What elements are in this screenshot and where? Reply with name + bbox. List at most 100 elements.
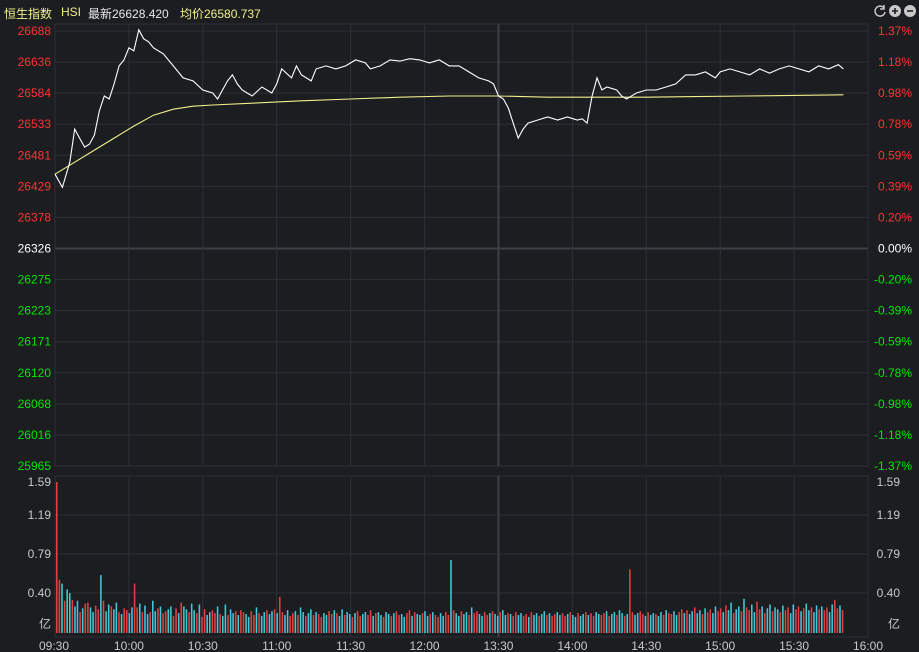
index-name: 恒生指数 [4, 7, 53, 21]
volume-bar [771, 611, 774, 633]
volume-bar [688, 614, 691, 633]
volume-bar [266, 610, 268, 633]
latest-price: 最新26628.420 [88, 7, 169, 21]
volume-tick-left: 1.19 [28, 508, 52, 522]
volume-bar [774, 607, 776, 633]
volume-bar [470, 607, 473, 633]
volume-bar [416, 614, 419, 633]
chart-header: 恒生指数 HSI 最新26628.420 均价26580.737 [0, 0, 919, 24]
percent-tick-right: -0.39% [874, 304, 912, 318]
volume-bar [395, 611, 398, 633]
volume-bar [452, 610, 455, 633]
volume-bar [515, 612, 517, 633]
volume-bar [325, 615, 328, 633]
volume-bar [437, 616, 439, 633]
zoom-out-icon[interactable] [903, 4, 917, 18]
volume-bar [704, 608, 706, 633]
volume-bar [333, 610, 336, 633]
volume-bar [476, 611, 478, 633]
volume-bar [745, 607, 748, 633]
volume-bar [668, 613, 670, 633]
volume-bar [738, 606, 740, 633]
volume-bar [712, 613, 714, 633]
zoom-in-icon[interactable] [888, 4, 902, 18]
volume-bar [598, 614, 600, 633]
volume-bar [841, 610, 844, 633]
volume-bar [655, 614, 657, 633]
refresh-icon[interactable] [873, 4, 887, 18]
time-tick: 14:00 [557, 639, 587, 652]
volume-bar [481, 615, 483, 633]
volume-bar [761, 606, 763, 633]
volume-bar [486, 615, 489, 633]
price-tick-left: 25965 [18, 459, 52, 473]
volume-bar [89, 607, 92, 633]
volume-bar [115, 602, 118, 633]
percent-tick-right: -1.37% [874, 459, 912, 473]
volume-bar [123, 608, 125, 633]
volume-bar [110, 606, 113, 633]
volume-bar [56, 482, 58, 633]
volume-bar [268, 614, 271, 633]
time-tick: 16:00 [853, 639, 883, 652]
volume-bar [102, 600, 105, 633]
volume-bar [753, 612, 756, 633]
price-line [54, 28, 844, 189]
volume-bar [779, 612, 782, 633]
volume-bar [764, 613, 766, 633]
volume-bar [758, 609, 761, 633]
volume-tick-right: 0.40 [877, 586, 901, 600]
volume-bar [359, 615, 361, 633]
volume-bar [722, 612, 725, 633]
volume-bar [421, 613, 424, 633]
volume-bar [719, 608, 722, 633]
volume-bar [585, 612, 587, 633]
volume-bar [164, 611, 167, 633]
volume-bar [367, 615, 369, 633]
volume-bar [657, 615, 660, 633]
volume-bar [489, 613, 491, 633]
volume-bar [258, 613, 260, 633]
volume-bar [177, 613, 180, 633]
volume-bar [224, 604, 227, 633]
volume-bar [222, 615, 224, 633]
volume-bar [836, 608, 839, 633]
price-tick-left: 26068 [18, 397, 52, 411]
volume-bar [465, 612, 468, 633]
volume-bar [553, 614, 556, 633]
volume-bar [727, 610, 730, 633]
volume-bar [665, 610, 667, 633]
volume-bar [517, 615, 520, 633]
volume-bar [600, 615, 603, 633]
volume-bar [426, 615, 429, 633]
volume-bar [813, 612, 815, 633]
price-tick-left: 26429 [18, 179, 52, 193]
volume-bar [642, 614, 644, 633]
volume-bar [795, 609, 797, 633]
volume-bar [616, 615, 618, 633]
percent-tick-right: -0.59% [874, 335, 912, 349]
volume-bar [564, 615, 566, 633]
volume-bar [307, 613, 310, 633]
volume-bar [525, 614, 527, 633]
volume-bar [509, 614, 512, 633]
time-tick: 11:30 [336, 639, 365, 652]
price-tick-left: 26120 [18, 366, 52, 380]
volume-bar [229, 609, 232, 633]
time-tick: 15:30 [779, 639, 809, 652]
volume-bar [87, 602, 89, 633]
volume-bar [74, 606, 76, 633]
volume-bar [390, 615, 393, 633]
volume-bar [644, 615, 647, 633]
volume-bar [330, 614, 333, 633]
volume-bar [730, 602, 732, 633]
volume-bar [797, 606, 800, 633]
volume-bar [694, 607, 696, 633]
price-tick-left: 26688 [18, 24, 52, 38]
volume-bar [185, 609, 188, 633]
volume-bar [100, 575, 102, 633]
volume-bar [623, 615, 626, 633]
volume-bar [136, 607, 138, 633]
volume-bar [800, 611, 802, 633]
percent-tick-right: 0.98% [878, 86, 912, 100]
